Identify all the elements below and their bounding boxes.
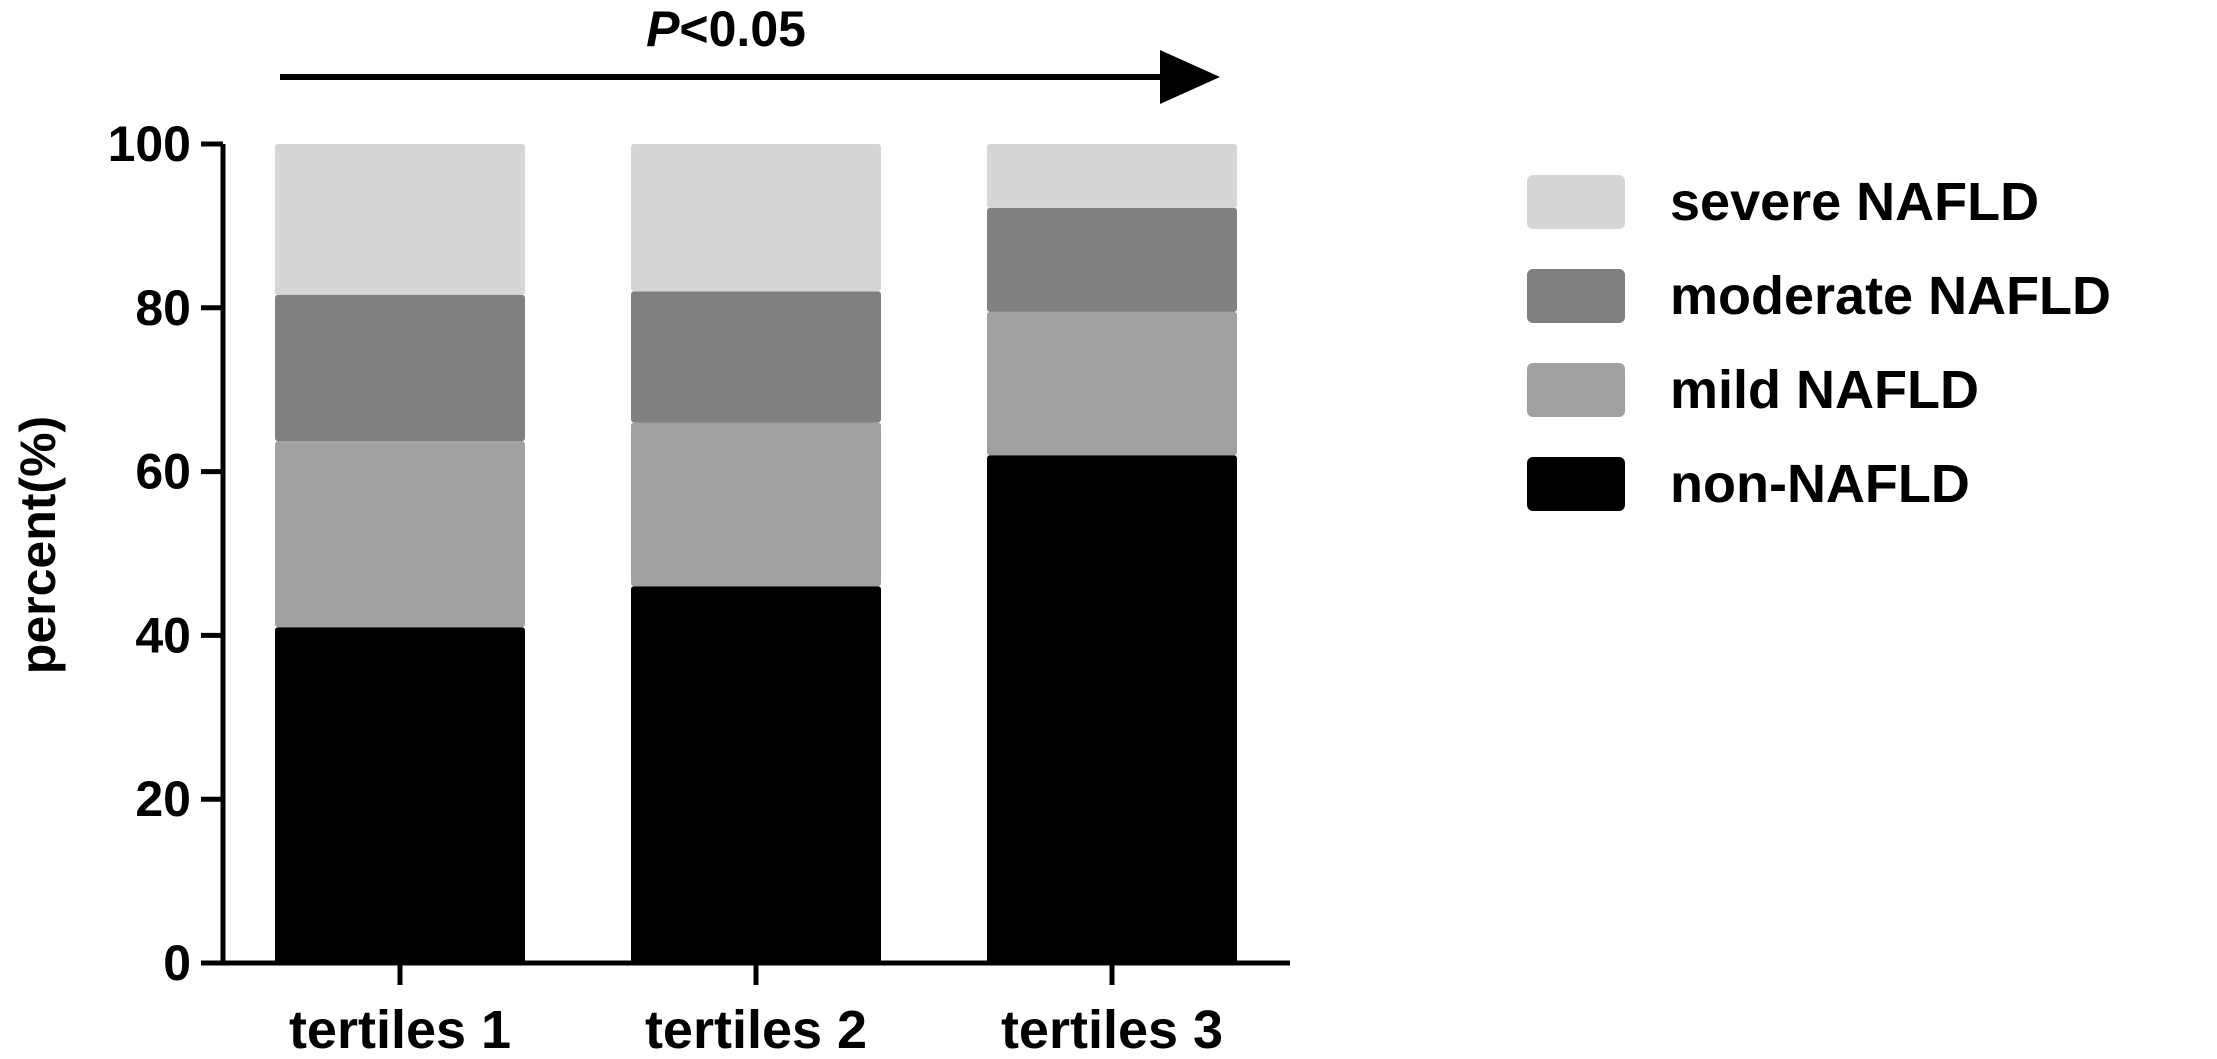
legend: severe NAFLD moderate NAFLD mild NAFLD non-… — [1527, 172, 2111, 514]
y-axis-title: percent(%) — [10, 416, 66, 674]
p-value-label: P<0.05 — [646, 1, 806, 57]
bar-segment-non-nafld-tertiles-1 — [275, 627, 525, 963]
trend-arrowhead — [1160, 50, 1220, 104]
bar-segment-mild-nafld-tertiles-2 — [631, 422, 881, 587]
legend-swatch-non-nafld — [1527, 457, 1625, 511]
x-tick-label: tertiles 1 — [289, 1000, 511, 1059]
bars-group — [275, 144, 1237, 963]
y-tick-label: 100 — [108, 116, 191, 172]
bar-segment-non-nafld-tertiles-2 — [631, 586, 881, 963]
legend-swatch-mild-nafld — [1527, 363, 1625, 417]
legend-label-mild-nafld: mild NAFLD — [1670, 360, 1979, 420]
y-tick-label: 80 — [135, 280, 191, 336]
x-tick-label: tertiles 2 — [645, 1000, 867, 1059]
y-tick-label: 60 — [135, 444, 191, 500]
axes-group: 0 20 40 60 80 100 tertiles 1 tertiles 2 tertiles… — [108, 116, 1290, 1059]
bar-segment-moderate-nafld-tertiles-1 — [275, 294, 525, 442]
bar-segment-non-nafld-tertiles-3 — [987, 455, 1237, 963]
p-value-threshold: <0.05 — [679, 1, 806, 57]
legend-label-non-nafld: non-NAFLD — [1670, 454, 1970, 514]
legend-label-moderate-nafld: moderate NAFLD — [1670, 266, 2111, 326]
bar-segment-moderate-nafld-tertiles-2 — [631, 291, 881, 423]
y-tick-label: 0 — [163, 935, 191, 991]
y-tick-label: 40 — [135, 607, 191, 663]
trend-annotation: P<0.05 — [280, 1, 1220, 104]
legend-swatch-moderate-nafld — [1527, 269, 1625, 323]
bar-segment-severe-nafld-tertiles-1 — [275, 144, 525, 295]
bar-segment-mild-nafld-tertiles-1 — [275, 441, 525, 628]
bar-segment-moderate-nafld-tertiles-3 — [987, 207, 1237, 312]
y-tick-label: 20 — [135, 771, 191, 827]
legend-swatch-severe-nafld — [1527, 175, 1625, 229]
bar-segment-severe-nafld-tertiles-3 — [987, 144, 1237, 208]
legend-label-severe-nafld: severe NAFLD — [1670, 172, 2039, 232]
bar-segment-mild-nafld-tertiles-3 — [987, 311, 1237, 456]
p-value-symbol: P — [646, 1, 680, 57]
bar-segment-severe-nafld-tertiles-2 — [631, 144, 881, 292]
x-tick-label: tertiles 3 — [1001, 1000, 1223, 1059]
